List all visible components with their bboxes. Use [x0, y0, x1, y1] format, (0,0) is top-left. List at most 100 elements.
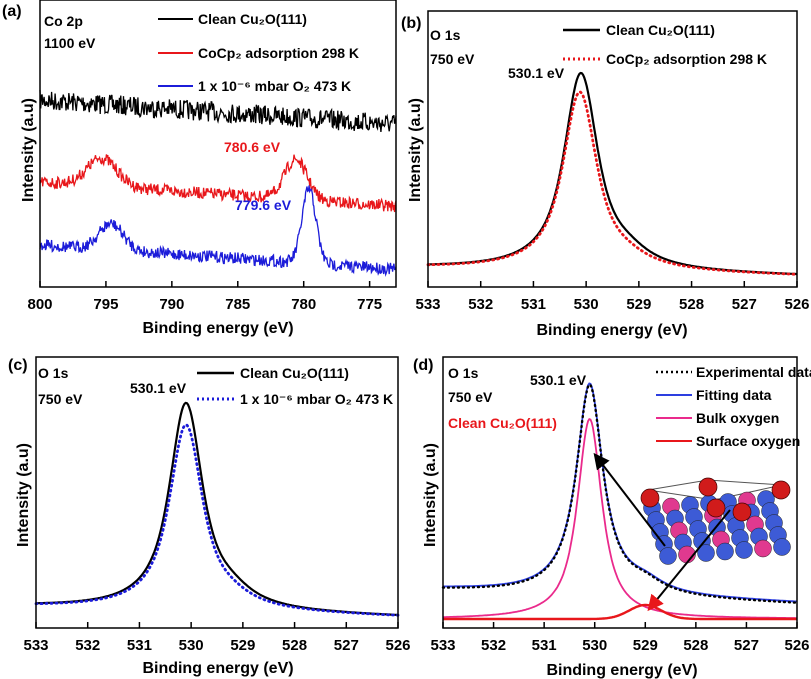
panel-c-annot: 530.1 eV — [130, 380, 187, 396]
panel-a-tick-label: 775 — [357, 296, 382, 313]
panel-d-tick-label: 527 — [734, 637, 759, 654]
panel-c: (c) O 1s 750 eV Clean Cu₂O(111) 1 x 10⁻⁶… — [8, 356, 411, 677]
panel-b: (b) O 1s 750 eV Clean Cu₂O(111) CoCp₂ ad… — [401, 10, 810, 339]
panel-c-label: (c) — [8, 357, 28, 374]
panel-c-frame — [35, 356, 399, 629]
panel-d-tick-label: 533 — [430, 637, 455, 654]
panel-a: (a) Co 2p 1100 eV Clean Cu₂O(111) CoCp₂ … — [2, 0, 397, 337]
panel-d-label: (d) — [413, 357, 433, 374]
crystal-structure-image — [640, 477, 791, 565]
panel-d-tick-label: 532 — [481, 637, 506, 654]
panel-d: (d) O 1s 750 eV Experimental data Fittin… — [413, 356, 811, 679]
panel-d-title-line2: 750 eV — [448, 389, 493, 405]
panel-a-tick-label: 800 — [27, 296, 52, 313]
panel-c-tick-label: 532 — [75, 637, 100, 654]
panel-b-xticks: 533 532 531 530 529 528 527 526 — [415, 281, 810, 313]
panel-d-line-exp — [441, 383, 799, 604]
panel-b-frame — [427, 10, 798, 288]
panel-a-annot-780: 780.6 eV — [224, 139, 281, 155]
panel-a-title-line1: Co 2p — [44, 13, 83, 29]
panel-a-line-o2 — [39, 185, 397, 278]
panel-b-curves — [426, 71, 799, 276]
panel-b-tick-label: 527 — [732, 296, 757, 313]
panel-d-ylabel: Intensity (a.u) — [422, 443, 439, 547]
panel-c-tick-label: 528 — [282, 637, 307, 654]
panel-b-tick-label: 529 — [626, 296, 651, 313]
panel-d-frame — [442, 356, 798, 629]
panel-c-title-line1: O 1s — [38, 365, 69, 381]
arrow-to-bulk-peak — [593, 452, 666, 547]
panel-c-line-clean — [36, 401, 398, 616]
panel-a-curves — [39, 89, 397, 278]
panel-c-xticks: 533 532 531 530 529 528 527 526 — [23, 622, 411, 654]
panel-b-line-cocp2 — [426, 90, 799, 276]
panel-a-xlabel: Binding energy (eV) — [142, 320, 293, 337]
panel-b-title-line2: 750 eV — [430, 51, 475, 67]
crystal-atom-red — [640, 488, 660, 508]
panel-a-tick-label: 790 — [159, 296, 184, 313]
panel-c-legend-clean: Clean Cu₂O(111) — [240, 365, 349, 381]
panel-a-label: (a) — [2, 3, 22, 20]
panel-a-line-cocp2 — [39, 154, 397, 213]
panel-d-legend-fit: Fitting data — [696, 387, 772, 403]
crystal-atom-red — [706, 498, 726, 518]
panel-b-title-line1: O 1s — [430, 27, 461, 43]
panel-a-legend-o2: 1 x 10⁻⁶ mbar O₂ 473 K — [198, 78, 351, 94]
crystal-atom-blue — [773, 538, 791, 556]
panel-d-annot-peak: 530.1 eV — [530, 372, 587, 388]
panel-c-title-line2: 750 eV — [38, 391, 83, 407]
panel-b-legend-cocp2: CoCp₂ adsorption 298 K — [606, 51, 767, 67]
panel-d-legend-exp: Experimental data — [696, 364, 811, 380]
panel-b-annot: 530.1 eV — [508, 65, 565, 81]
panel-c-line-o2 — [34, 423, 400, 617]
panel-d-legend-surface: Surface oxygen — [696, 433, 800, 449]
arrow-to-surface-peak — [647, 509, 731, 612]
panel-c-xlabel: Binding energy (eV) — [142, 660, 293, 677]
crystal-atom-red — [771, 480, 791, 500]
panel-b-ylabel: Intensity (a.u) — [407, 98, 424, 202]
panel-d-xlabel: Binding energy (eV) — [546, 662, 697, 679]
panel-a-frame — [39, 0, 397, 288]
panel-b-xlabel: Binding energy (eV) — [536, 322, 687, 339]
panel-d-line-fit — [442, 382, 798, 603]
panel-d-line-bulk — [443, 417, 797, 619]
panel-c-tick-label: 527 — [334, 637, 359, 654]
panel-d-legend-bulk: Bulk oxygen — [696, 410, 779, 426]
panel-c-tick-label: 531 — [127, 637, 152, 654]
panel-d-xticks: 533 532 531 530 529 528 527 526 — [430, 622, 810, 654]
panel-d-tick-label: 528 — [683, 637, 708, 654]
panel-b-tick-label: 526 — [784, 296, 809, 313]
panel-d-tick-label: 531 — [532, 637, 557, 654]
panel-b-tick-label: 528 — [679, 296, 704, 313]
panel-a-line-clean — [39, 89, 397, 133]
panel-c-curves — [34, 401, 400, 617]
crystal-atom-red — [698, 477, 718, 497]
panel-a-tick-label: 795 — [93, 296, 118, 313]
panel-d-title-line1: O 1s — [448, 365, 479, 381]
panel-c-legend-o2: 1 x 10⁻⁶ mbar O₂ 473 K — [240, 391, 393, 407]
panel-b-line-clean — [428, 71, 797, 276]
panel-c-ylabel: Intensity (a.u) — [15, 443, 32, 547]
crystal-atom-blue — [659, 547, 677, 565]
panel-b-tick-label: 531 — [521, 296, 546, 313]
panel-a-tick-label: 780 — [291, 296, 316, 313]
crystal-atom-blue — [716, 542, 734, 561]
panel-d-annot-sample: Clean Cu₂O(111) — [448, 415, 557, 431]
panel-d-tick-label: 530 — [582, 637, 607, 654]
crystal-atom-blue — [735, 541, 753, 559]
panel-d-tick-label: 526 — [784, 637, 809, 654]
panel-a-tick-label: 785 — [225, 296, 250, 313]
panel-b-label: (b) — [401, 15, 421, 32]
panel-c-tick-label: 529 — [230, 637, 255, 654]
crystal-atoms — [640, 477, 791, 565]
crystal-atom-red — [732, 502, 752, 522]
panel-d-line-surface — [443, 603, 797, 621]
panel-c-tick-label: 533 — [23, 637, 48, 654]
panel-d-tick-label: 529 — [633, 637, 658, 654]
panel-a-title-line2: 1100 eV — [44, 35, 96, 51]
panel-b-legend-clean: Clean Cu₂O(111) — [606, 22, 715, 38]
crystal-atom-blue — [697, 544, 715, 562]
panel-d-curves — [441, 382, 799, 621]
panel-a-legend-cocp2: CoCp₂ adsorption 298 K — [198, 45, 359, 61]
